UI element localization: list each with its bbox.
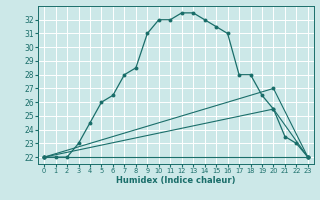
X-axis label: Humidex (Indice chaleur): Humidex (Indice chaleur) <box>116 176 236 185</box>
